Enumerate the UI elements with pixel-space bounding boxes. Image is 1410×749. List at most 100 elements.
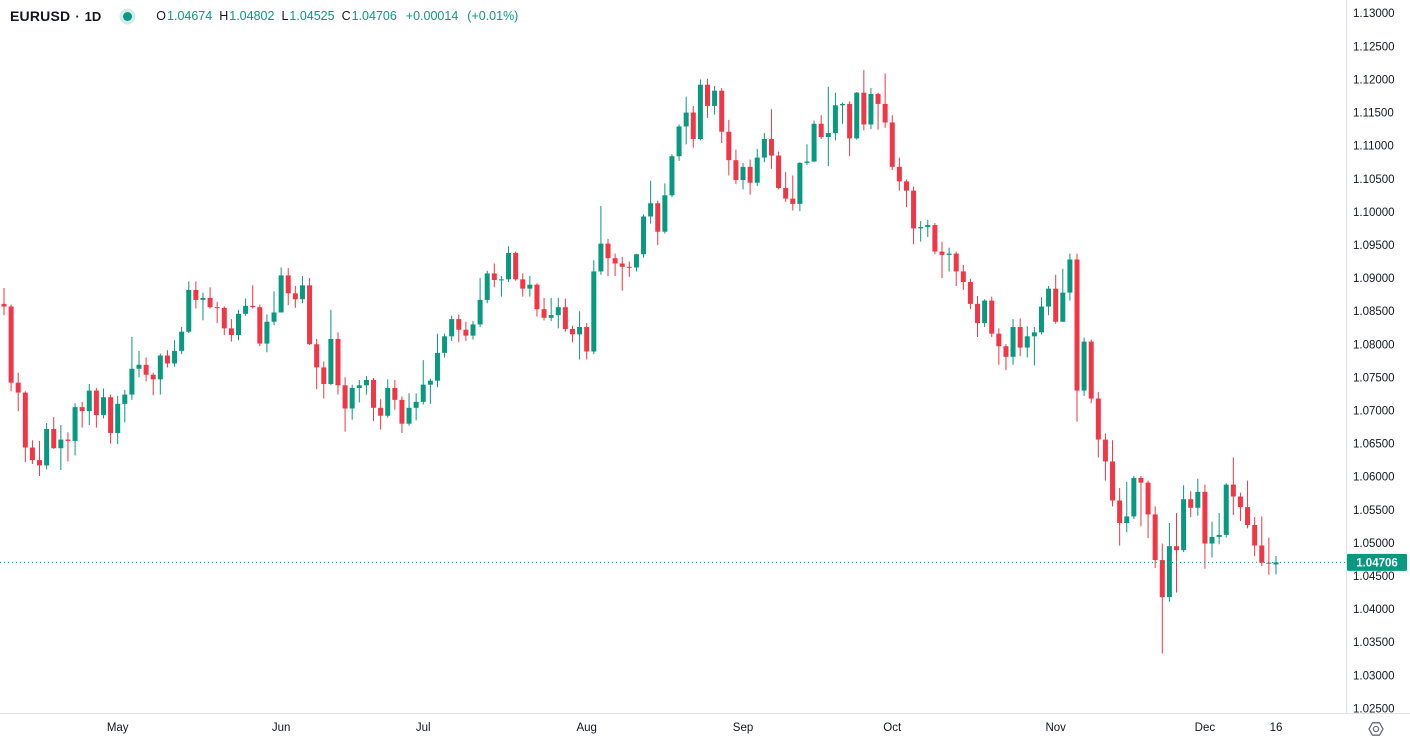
- candle: [143, 357, 149, 382]
- candle: [406, 393, 412, 426]
- candle: [1166, 523, 1172, 602]
- candle: [932, 223, 938, 255]
- candle-wick: [650, 180, 652, 224]
- candle: [1181, 485, 1187, 553]
- candle-body: [371, 380, 377, 408]
- candle-body: [1173, 546, 1179, 551]
- candle: [1216, 513, 1222, 545]
- candle: [776, 151, 782, 190]
- candle: [193, 281, 199, 309]
- candle: [186, 281, 192, 333]
- candle-body: [434, 352, 440, 381]
- candle-body: [513, 252, 519, 280]
- circle-glyph: [1372, 725, 1380, 733]
- candle-wick: [1005, 344, 1007, 371]
- candle-body: [1046, 288, 1052, 307]
- candle-body: [534, 284, 540, 310]
- price-axis-label: 1.11000: [1353, 141, 1394, 153]
- candle: [797, 162, 803, 212]
- symbol-name[interactable]: EURUSD: [10, 8, 71, 24]
- open-label: O: [156, 9, 167, 23]
- candle-body: [1003, 346, 1009, 357]
- candle: [463, 321, 469, 341]
- candle: [911, 186, 917, 245]
- high-value: 1.04802: [229, 9, 275, 23]
- candle-body: [754, 157, 760, 183]
- candle-body: [356, 385, 362, 388]
- candle-wick: [884, 73, 886, 128]
- candle-body: [1138, 477, 1144, 483]
- candle: [875, 92, 881, 130]
- candle: [491, 263, 497, 288]
- time-axis-label: Nov: [1045, 722, 1066, 734]
- price-axis[interactable]: 1.13000 1.12500 1.12000 1.11500 1.11000 1.105…: [1353, 8, 1395, 715]
- candle: [93, 387, 99, 428]
- candle-body: [584, 327, 590, 352]
- candle-body: [1152, 514, 1158, 561]
- timeframe-label[interactable]: 1D: [84, 8, 102, 24]
- candle: [626, 261, 632, 277]
- candle-body: [243, 305, 249, 314]
- candle: [1173, 513, 1179, 593]
- last-price-tag: 1.04706: [1347, 553, 1407, 571]
- candle: [768, 109, 774, 169]
- low-value: 1.04525: [289, 9, 335, 23]
- candle: [1102, 433, 1108, 481]
- candle-body: [932, 225, 938, 252]
- candle-body: [790, 198, 796, 204]
- candle-wick: [202, 292, 204, 321]
- candle: [584, 323, 590, 360]
- candle-body: [1088, 341, 1094, 399]
- candle: [868, 88, 874, 130]
- candle-wick: [1126, 481, 1128, 533]
- candle: [1188, 491, 1194, 518]
- candle-wick: [550, 297, 552, 322]
- candle-body: [854, 92, 860, 139]
- candle-body: [321, 367, 327, 384]
- candle: [825, 86, 831, 167]
- price-axis-label: 1.10500: [1353, 174, 1395, 186]
- candle-body: [1, 303, 7, 307]
- candle: [818, 115, 824, 140]
- candle: [569, 325, 575, 343]
- hexagon-outline: [1368, 722, 1384, 736]
- candle-wick: [543, 297, 545, 321]
- price-axis-label: 1.07000: [1353, 405, 1395, 417]
- candle: [1237, 492, 1243, 522]
- candle: [669, 154, 675, 198]
- candle: [29, 440, 35, 465]
- price-scale-settings-icon[interactable]: [1368, 722, 1384, 736]
- candle: [1223, 483, 1229, 538]
- time-axis[interactable]: May Jun Jul Aug Sep Oct Nov Dec 16: [107, 722, 1283, 734]
- candle-body: [1188, 499, 1194, 508]
- candle: [349, 384, 355, 420]
- candle: [1024, 326, 1030, 358]
- candle-body: [1095, 398, 1101, 440]
- candle-body: [740, 166, 746, 181]
- open-value: 1.04674: [167, 9, 213, 23]
- candle-wick: [614, 253, 616, 277]
- candle-body: [278, 275, 284, 313]
- candle: [896, 157, 902, 191]
- candle: [79, 401, 85, 428]
- candle: [65, 432, 71, 462]
- candle: [712, 86, 718, 115]
- candle: [939, 241, 945, 279]
- candle-wick: [131, 336, 133, 400]
- candle: [108, 394, 114, 444]
- candle: [605, 238, 611, 277]
- candle: [129, 336, 135, 400]
- candle-body: [1209, 536, 1215, 544]
- candle-wick: [785, 172, 787, 202]
- candle-body: [875, 94, 881, 104]
- candle: [335, 332, 341, 395]
- candle-body: [548, 315, 554, 318]
- candle: [676, 124, 682, 161]
- candle-body: [1102, 439, 1108, 462]
- candle: [44, 423, 50, 470]
- candle-body: [1145, 482, 1151, 515]
- candle: [172, 340, 178, 367]
- price-change: +0.00014: [405, 9, 459, 23]
- candle: [704, 78, 710, 118]
